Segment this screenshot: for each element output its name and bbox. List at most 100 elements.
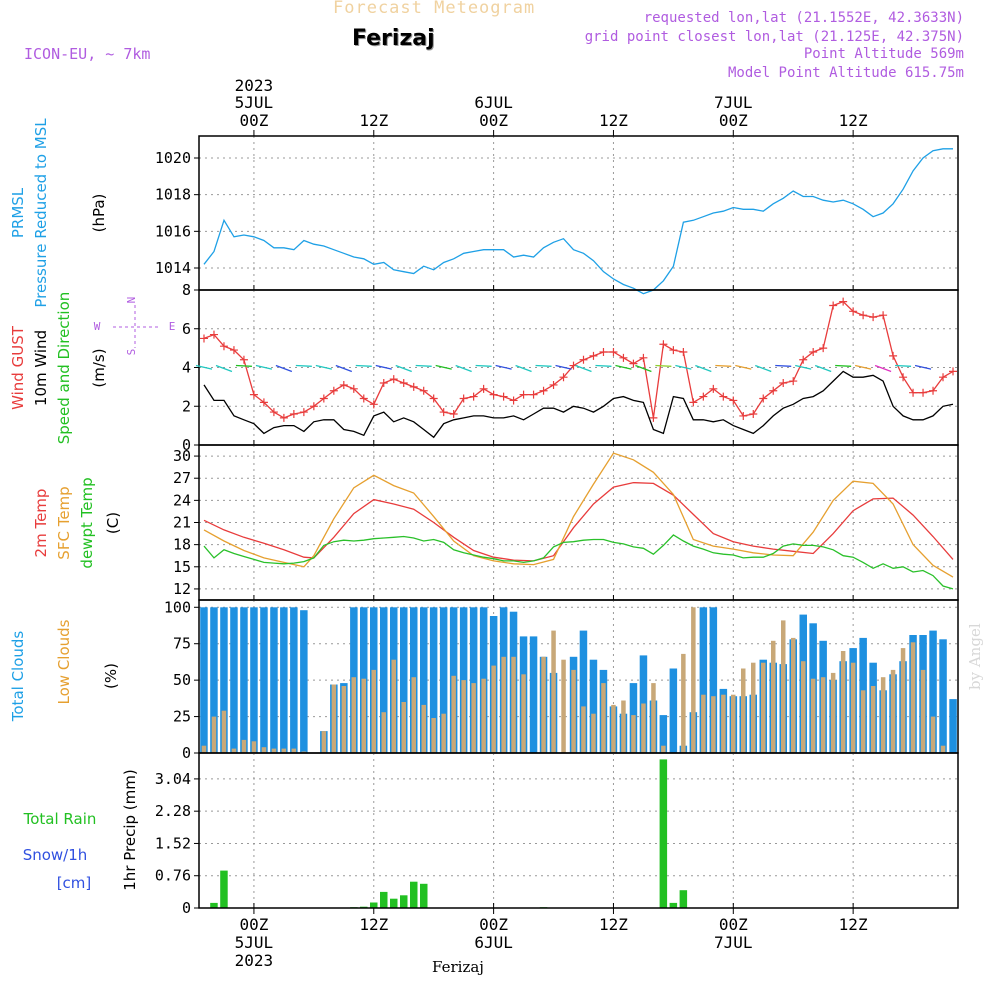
wind-direction-arrow [495,364,512,370]
data-bar [461,680,466,753]
data-bar [210,607,218,753]
data-bar [401,702,406,753]
data-bar [200,607,208,753]
data-bar [361,678,366,753]
wind-unit-label: (m/s) [90,348,108,387]
gust-marker [689,398,698,407]
top-year-label: 2023 [235,76,274,95]
series-line [203,370,954,439]
wind-direction-arrow [575,364,592,373]
compass-south: S [125,349,138,356]
data-bar [251,741,257,753]
bottom-tick-label: 00Z [239,915,268,934]
gust-marker [269,408,278,417]
gust-marker [499,392,508,401]
gust-marker [729,396,738,405]
data-bar [481,678,486,753]
gust-marker [529,390,538,399]
data-bar [669,902,678,908]
data-bar [551,630,556,753]
gust-marker [849,307,858,316]
data-bar [351,677,356,753]
y-tick-label: 12 [173,580,191,598]
point-altitude: Point Altitude 569m [803,46,964,62]
wind-axis-label: 10m Wind [32,330,50,406]
data-bar [420,883,428,908]
y-tick-label: 0 [182,436,191,454]
gust-marker [949,367,958,376]
data-bar [370,902,378,908]
precip-axis-label: 1hr Precip (mm) [121,769,139,890]
gust-marker [519,390,528,399]
bottom-date-label: 7JUL [714,933,753,952]
data-bar [579,630,588,753]
wind-direction-arrow [535,364,552,367]
data-bar [781,620,786,753]
clouds-unit-label: (%) [102,663,120,689]
data-bar [940,745,946,753]
chart-subtitle: Forecast Meteogram [333,0,536,18]
gust-marker [219,342,228,351]
data-bar [711,696,716,753]
gust-marker [249,390,258,399]
gust-marker [799,355,808,364]
wind-direction-arrow [275,364,293,373]
data-bar [380,607,388,753]
wind-direction-arrow [235,364,252,367]
gust-marker [549,380,558,389]
gust-marker [599,348,608,356]
y-tick-label: 75 [173,635,191,653]
data-bar [571,669,576,753]
gust-marker [649,413,658,422]
data-bar [491,665,496,753]
temp-unit-label: (C) [104,512,122,534]
data-bar [611,704,616,753]
data-bar [801,661,806,753]
data-bar [681,653,686,753]
data-bar [561,659,566,753]
gust-marker [749,410,758,418]
gust-marker [829,301,838,310]
gust-marker [639,353,648,362]
gust-marker [539,386,548,395]
y-tick-label: 2 [182,397,191,415]
gust-marker [369,400,378,409]
wind-direction-arrow [635,364,652,373]
gust-marker [439,408,448,417]
data-bar [220,607,228,753]
gust-marker [299,408,308,417]
wind-direction-arrow [395,364,412,373]
data-bar [691,607,696,753]
y-tick-label: 27 [173,469,191,487]
wind-direction-arrow [475,364,492,367]
data-bar [371,669,376,753]
data-bar [860,690,866,753]
y-tick-label: 1014 [155,259,191,277]
gust-marker [359,394,368,403]
data-bar [471,683,476,753]
gust-marker [839,297,848,306]
data-bar [211,716,217,753]
wind-direction-arrow [835,364,852,367]
gust-marker [899,373,908,382]
data-bar [929,630,937,753]
data-bar [840,651,846,753]
data-bar [300,610,308,753]
data-bar [241,739,247,753]
data-bar [381,712,386,753]
wind-direction-arrow [695,364,712,373]
series-line [203,534,954,590]
gust-marker [349,384,358,393]
data-bar [400,895,408,908]
data-bar [709,607,718,753]
y-tick-label: 3.04 [155,770,191,788]
wind-direction-arrow [355,364,372,367]
data-bar [290,607,298,753]
data-bar [939,639,947,753]
gust-marker [289,410,298,418]
data-bar [439,607,448,753]
data-bar [341,686,347,753]
data-bar [659,759,668,908]
gust-marker [479,384,488,393]
